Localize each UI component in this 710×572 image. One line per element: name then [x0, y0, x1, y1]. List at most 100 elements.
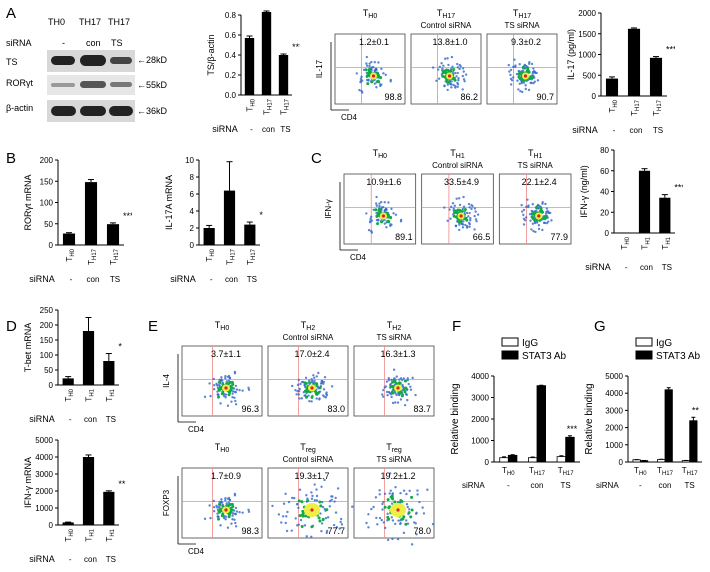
flow-event	[456, 62, 459, 66]
flow-event	[310, 497, 314, 501]
flow-event	[395, 375, 398, 378]
flow-event	[231, 512, 235, 515]
flow-event	[300, 397, 304, 400]
flow-event-dense	[308, 381, 312, 385]
y-axis-title: Relative binding	[450, 383, 461, 454]
panel-label-g: G	[594, 318, 606, 335]
flow-peak	[381, 214, 386, 218]
flow-event	[401, 378, 404, 382]
flow-event	[360, 75, 363, 79]
flow-event	[411, 376, 414, 380]
flow-event	[531, 222, 535, 225]
flow-header: TH2	[387, 320, 402, 332]
svg-text:TH1: TH1	[105, 528, 116, 541]
wb-lane-2: TH17	[79, 17, 102, 27]
flow-event	[517, 69, 520, 73]
bar	[84, 182, 98, 245]
y-tick-label: 4	[190, 207, 195, 216]
flow-event-dense	[216, 517, 220, 521]
flow-event	[307, 379, 311, 382]
flow-event	[461, 67, 465, 70]
flow-event	[285, 515, 288, 518]
y-axis-title: RORγt mRNA	[23, 175, 33, 231]
flow-event	[308, 399, 311, 403]
flow-event	[529, 219, 532, 222]
legend-label-stat3: STAT3 Ab	[522, 351, 567, 362]
sirna-value: -	[250, 125, 253, 134]
flow-event	[421, 506, 424, 509]
flow-event	[469, 219, 472, 222]
flow-event	[290, 529, 293, 532]
flow-event	[320, 522, 324, 525]
flow-event	[389, 472, 392, 475]
bar	[62, 233, 76, 245]
flow-event	[390, 378, 393, 382]
sirna-value: con	[640, 263, 653, 272]
flow-event	[523, 219, 527, 222]
flow-header: TH0	[373, 148, 388, 160]
bar-stat3	[664, 389, 673, 463]
flow-y-label-group: IL-4	[162, 374, 171, 388]
flow-event	[462, 78, 466, 81]
flow-event	[518, 82, 521, 85]
flow-quadrant-top: 1.7±0.9	[211, 471, 241, 481]
significance-label: **	[118, 479, 126, 489]
flow-event-dense	[305, 389, 309, 393]
flow-event	[373, 61, 376, 64]
legend-label-igg: IgG	[522, 338, 538, 349]
flow-event	[401, 383, 404, 387]
y-axis-title-group: T-bet mRNA	[23, 323, 33, 373]
x-tick-label: TH1	[661, 236, 672, 249]
flow-event	[440, 62, 443, 65]
flow-event	[541, 202, 544, 206]
bar	[106, 224, 120, 245]
flow-event	[305, 535, 308, 538]
flow-quadrant-bottom: 77.9	[550, 232, 568, 242]
flow-event	[315, 375, 318, 378]
flow-quadrant-top: 1.2±0.1	[359, 37, 389, 47]
legend-swatch-stat3	[635, 350, 653, 360]
flow-event	[536, 203, 540, 207]
flow-event	[443, 206, 446, 209]
sirna-value: -	[639, 481, 642, 490]
flow-event	[452, 207, 455, 210]
svg-text:TH17: TH17	[109, 248, 120, 265]
flow-event	[389, 489, 392, 492]
flow-event	[233, 492, 237, 496]
y-tick-label: 0	[49, 241, 54, 250]
flow-event	[509, 83, 513, 86]
flow-event-dense	[376, 222, 380, 226]
flow-quadrant-bottom: 78.0	[413, 526, 431, 536]
flow-header: TH2	[301, 320, 316, 332]
chart-ifng-protein: 0 20 40 60 80 IFN-γ (ng/ml) TH0 TH1 TH1 *** siRNA -…	[579, 146, 683, 272]
x-tick-label: TH1	[641, 236, 652, 249]
flow-event	[386, 538, 390, 542]
flow-event-dense	[304, 381, 308, 385]
flow-event	[416, 489, 419, 492]
significance-label: ***	[567, 424, 578, 434]
flow-event	[332, 523, 336, 527]
flow-event	[537, 227, 541, 231]
x-tick-label: TH0	[246, 98, 257, 111]
flow-event	[226, 526, 230, 529]
flow-event	[375, 218, 379, 222]
y-tick-label: 0.6	[225, 31, 237, 40]
bar	[103, 361, 115, 385]
svg-text:TH1: TH1	[85, 388, 96, 401]
flow-event	[234, 384, 238, 388]
flow-event	[370, 231, 374, 234]
flow-event-dense	[402, 515, 406, 519]
flow-event	[467, 202, 471, 206]
flow-event	[470, 203, 473, 207]
flow-event	[320, 381, 324, 385]
flow-event	[414, 393, 417, 397]
sirna-value: TS	[685, 481, 695, 490]
flow-event-dense	[321, 517, 325, 521]
flow-peak	[447, 74, 452, 78]
flow-event	[367, 513, 370, 516]
flow-event	[297, 393, 301, 396]
flow-event	[380, 518, 383, 522]
flow-event-dense	[538, 218, 542, 222]
flow-event	[399, 398, 403, 401]
y-tick-label: 5000	[35, 436, 53, 445]
